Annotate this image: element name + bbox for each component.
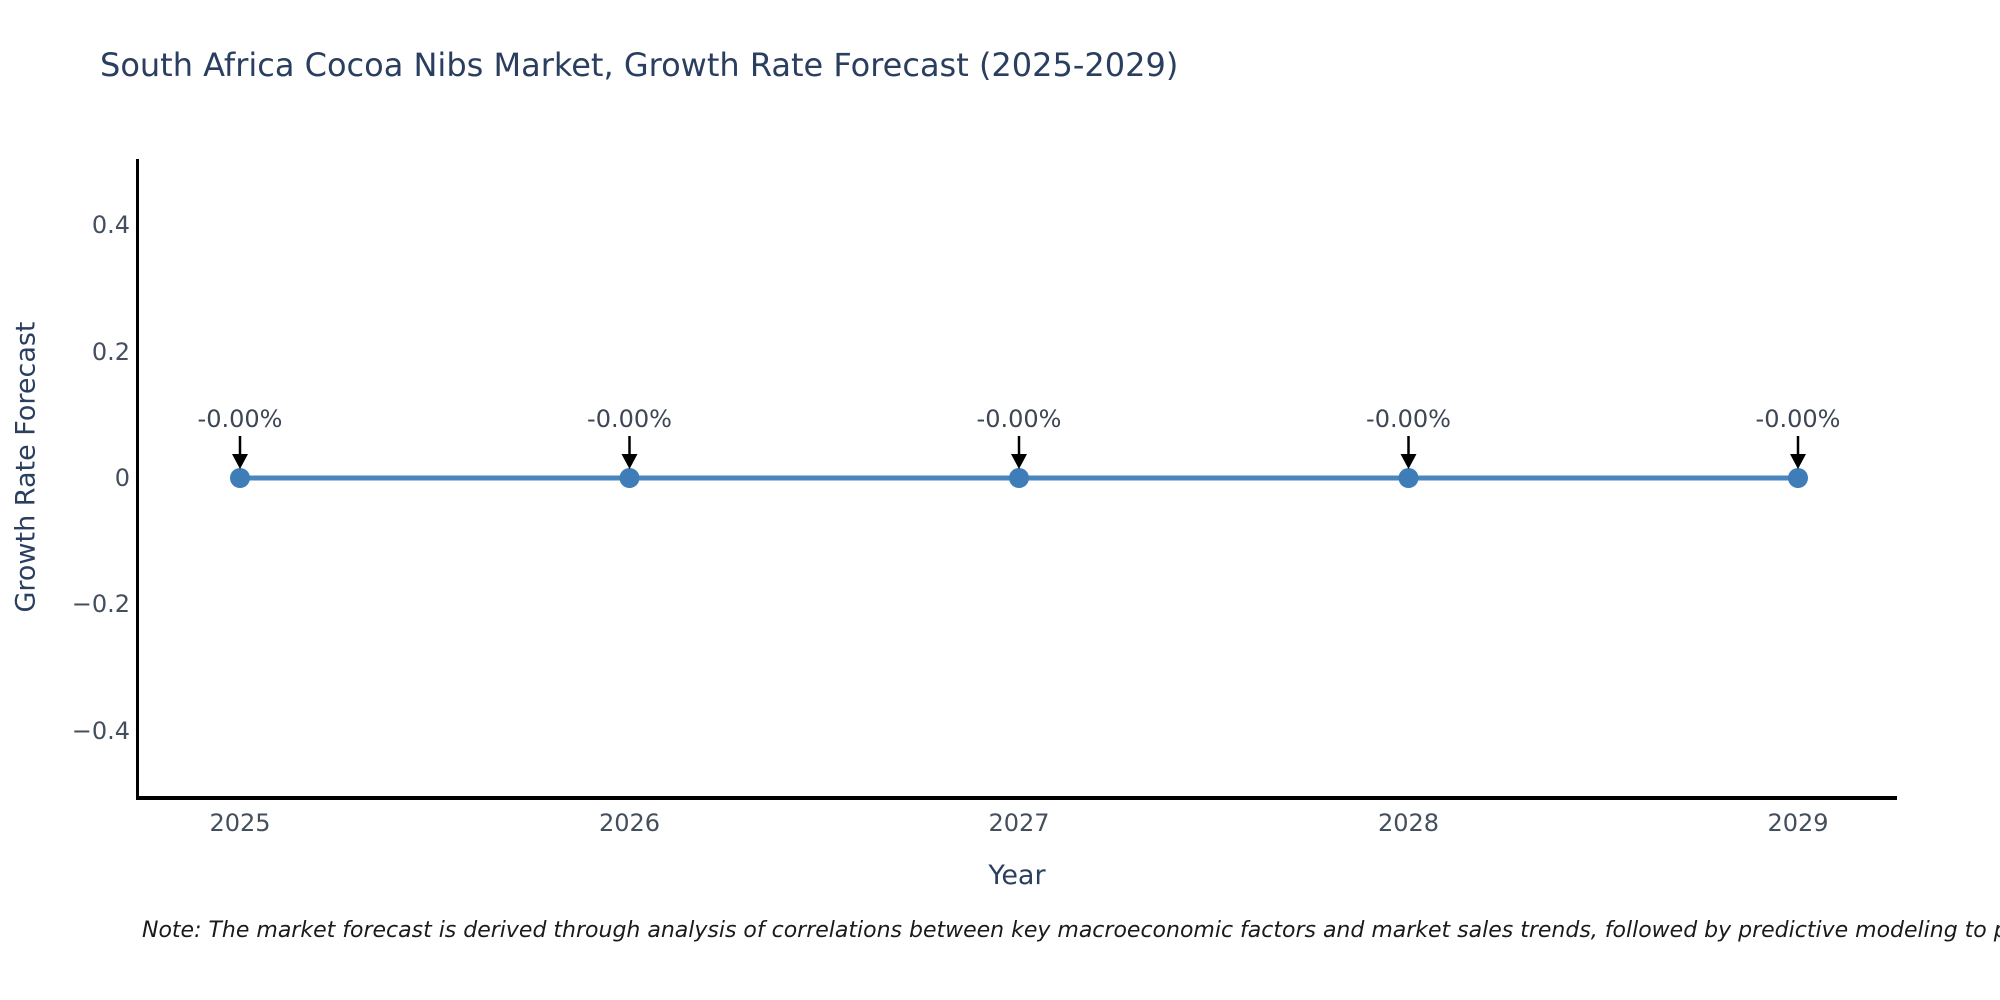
data-point-marker	[1009, 468, 1029, 488]
y-tick-label: 0.4	[91, 211, 130, 240]
annotation-arrow-head	[1400, 454, 1417, 469]
point-value-label: -0.00%	[197, 405, 283, 433]
x-tick-label: 2028	[1377, 809, 1440, 837]
y-tick-label: 0.2	[91, 337, 130, 366]
chart-title: South Africa Cocoa Nibs Market, Growth R…	[100, 46, 1179, 84]
x-tick-label: 2029	[1767, 809, 1829, 837]
data-point-marker	[230, 468, 250, 488]
annotation-arrow-head	[1011, 454, 1027, 469]
footnote: Note: The market forecast is derived thr…	[142, 918, 2000, 943]
x-tick-label: 2026	[598, 809, 661, 837]
y-tick-label: −0.4	[71, 716, 130, 745]
data-point-marker	[1398, 468, 1419, 488]
x-axis-title: Year	[988, 860, 1046, 891]
point-value-label: -0.00%	[1366, 405, 1451, 433]
plot-area	[136, 159, 1897, 800]
point-value-label: -0.00%	[587, 405, 672, 433]
x-tick-label: 2027	[988, 809, 1050, 837]
point-value-label: -0.00%	[976, 405, 1062, 433]
point-value-label: -0.00%	[1755, 405, 1841, 433]
data-point-marker	[619, 468, 640, 488]
annotation-arrow-head	[621, 454, 638, 469]
y-tick-label: 0	[114, 464, 130, 492]
x-tick-label: 2025	[209, 809, 271, 837]
annotation-arrow-head	[1790, 454, 1806, 469]
y-tick-label: −0.2	[71, 590, 130, 619]
annotation-arrow-head	[232, 454, 248, 469]
data-point-marker	[1788, 468, 1808, 488]
